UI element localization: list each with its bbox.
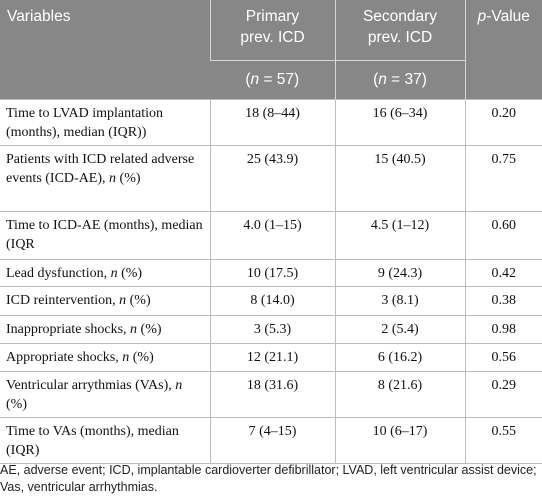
cell: 4.5 (1–12): [334, 210, 466, 260]
cell: 8 (21.6): [334, 370, 466, 418]
row-label: ICD reintervention, n (%): [0, 285, 211, 316]
row-label: Time to ICD-AE (months), median (IQR: [0, 210, 211, 260]
cell: 3 (5.3): [209, 314, 336, 344]
row-label: Appropriate shocks, n (%): [0, 342, 211, 372]
cell: 10 (17.5): [209, 258, 336, 287]
table-row: ICD reintervention, n (%) 8 (14.0) 3 (8.1)…: [0, 285, 542, 316]
cell: 10 (6–17): [334, 416, 466, 464]
cell: 0.29: [464, 370, 542, 418]
subheader-cell: (n = 57): [210, 59, 335, 99]
cell: 8 (14.0): [209, 285, 336, 316]
table-body: Time to LVAD implantation (months), medi…: [0, 98, 542, 464]
cell: 3 (8.1): [334, 285, 466, 316]
row-label: Ventricular arrythmias (VAs), n (%): [0, 370, 211, 418]
cell: 9 (24.3): [334, 258, 466, 287]
cell: 6 (16.2): [334, 342, 466, 372]
cell: 0.38: [464, 285, 542, 316]
cell: 12 (21.1): [209, 342, 336, 372]
table-row: Appropriate shocks, n (%) 12 (21.1) 6 (16.…: [0, 342, 542, 372]
cell: 15 (40.5): [334, 144, 466, 212]
cell: 0.42: [464, 258, 542, 287]
table-row: Lead dysfunction, n (%) 10 (17.5) 9 (24.3)…: [0, 258, 542, 287]
row-label: Time to LVAD implantation (months), medi…: [0, 98, 211, 146]
table-row: Time to LVAD implantation (months), medi…: [0, 98, 542, 146]
table-row: Time to VAs (months), median (IQR) 7 (4–1…: [0, 416, 542, 464]
cell: 0.56: [464, 342, 542, 372]
cell: 7 (4–15): [209, 416, 336, 464]
header-cell: Variables: [0, 0, 210, 99]
subheader-cell: (n = 37): [334, 59, 465, 99]
table-row: Inappropriate shocks, n (%) 3 (5.3) 2 (5.4…: [0, 314, 542, 344]
header-cell: Secondary prev. ICD: [334, 0, 465, 60]
cell: 0.55: [464, 416, 542, 464]
row-label: Time to VAs (months), median (IQR): [0, 416, 211, 464]
table-row: Ventricular arrythmias (VAs), n (%) 18 (3…: [0, 370, 542, 418]
table-row: Patients with ICD related adverse events…: [0, 144, 542, 212]
cell: 4.0 (1–15): [209, 210, 336, 260]
cell: 0.98: [464, 314, 542, 344]
cell: 18 (31.6): [209, 370, 336, 418]
cell: 0.75: [464, 144, 542, 212]
footnote: AE, adverse event; ICD, implantable card…: [0, 463, 537, 494]
header-cell: p-Value: [464, 0, 542, 99]
row-label: Lead dysfunction, n (%): [0, 258, 211, 287]
table-row: Time to ICD-AE (months), median (IQR 4.0 …: [0, 210, 542, 260]
row-label: Patients with ICD related adverse events…: [0, 144, 211, 212]
cell: 25 (43.9): [209, 144, 336, 212]
header-cell: Primary prev. ICD: [209, 0, 335, 60]
cell: 0.60: [464, 210, 542, 260]
cell: 0.20: [464, 98, 542, 146]
cell: 2 (5.4): [334, 314, 466, 344]
cell: 16 (6–34): [334, 98, 466, 146]
data-table: Variables Primary prev. ICD Secondary pr…: [0, 0, 542, 464]
cell: 18 (8–44): [209, 98, 336, 146]
row-label: Inappropriate shocks, n (%): [0, 314, 211, 344]
